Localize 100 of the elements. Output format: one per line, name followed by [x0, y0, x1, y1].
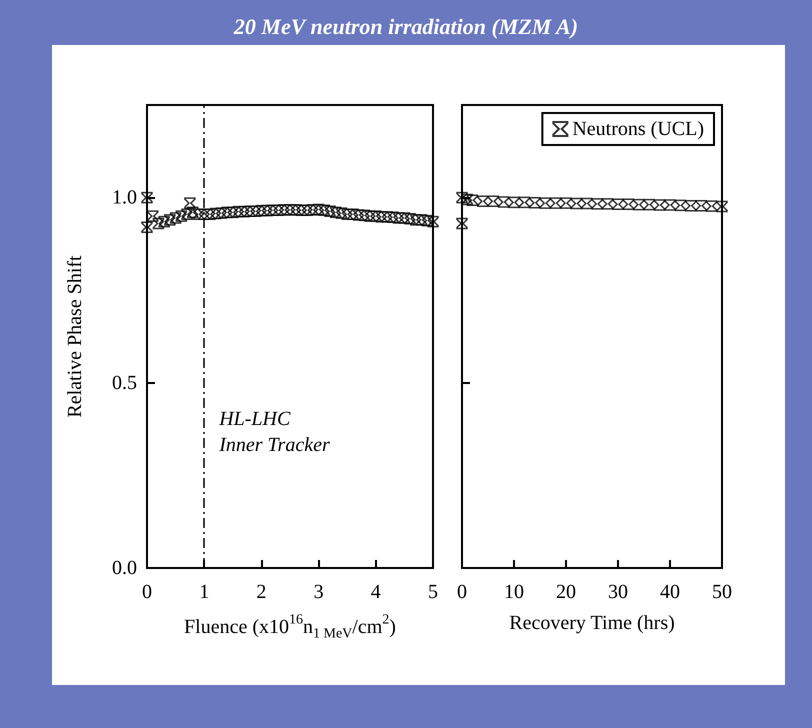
point: [685, 200, 697, 212]
point: [381, 211, 393, 223]
point: [487, 196, 499, 208]
y-tick-label: 1.0: [112, 186, 137, 209]
point: [318, 204, 330, 216]
point: [347, 208, 359, 220]
point: [244, 206, 256, 218]
point: [539, 197, 551, 209]
point: [216, 207, 228, 219]
point: [654, 199, 666, 211]
point: [602, 198, 614, 210]
point: [256, 204, 268, 216]
point: [387, 211, 399, 223]
point: [301, 204, 313, 216]
point: [560, 197, 572, 209]
x-tick-label: 4: [370, 581, 381, 603]
point: [570, 198, 582, 210]
x-tick-label: 20: [556, 581, 576, 603]
point: [164, 214, 176, 226]
point: [643, 198, 655, 210]
point: [518, 196, 530, 208]
point: [158, 216, 170, 228]
point: [324, 206, 336, 218]
point: [410, 214, 422, 226]
point: [622, 198, 634, 210]
point: [612, 198, 624, 210]
point: [529, 197, 541, 209]
point: [456, 218, 468, 230]
point: [227, 206, 239, 218]
ref-line-label: HL-LHC Inner Tracker: [218, 408, 330, 456]
point: [352, 209, 364, 221]
point: [358, 210, 370, 222]
x-tick-label: 3: [314, 581, 324, 603]
legend-label: Neutrons (UCL): [572, 118, 704, 140]
point: [187, 206, 199, 218]
point: [581, 198, 593, 210]
point: [427, 216, 439, 228]
point: [336, 207, 348, 219]
point: [284, 204, 296, 216]
point: [398, 212, 410, 224]
point: [312, 204, 324, 216]
point: [508, 196, 520, 208]
x-tick-label: 0: [457, 581, 467, 603]
point: [591, 198, 603, 210]
x-tick-label: 5: [428, 581, 438, 603]
point: [181, 208, 193, 220]
point: [141, 221, 153, 233]
point: [422, 214, 434, 226]
point: [664, 199, 676, 211]
point: [221, 206, 233, 218]
point: [290, 204, 302, 216]
point: [370, 210, 382, 222]
point: [307, 204, 319, 216]
chart-title: 20 MeV neutron irradiation (MZM A): [232, 14, 580, 40]
point: [192, 208, 204, 220]
point: [364, 210, 376, 222]
point: [674, 200, 686, 212]
point: [184, 197, 196, 209]
y-tick-label: 0.5: [112, 372, 137, 394]
point: [466, 194, 478, 206]
y-tick-label: 0.0: [112, 557, 137, 579]
point: [152, 218, 164, 230]
point: [170, 212, 182, 224]
point: [416, 214, 428, 226]
x-tick-label: 2: [256, 581, 266, 603]
point: [456, 192, 468, 204]
point: [272, 204, 284, 216]
point: [330, 206, 342, 218]
point: [404, 212, 416, 224]
point: [392, 212, 404, 224]
x-tick-label: 10: [504, 581, 524, 603]
x-tick-label: 50: [712, 581, 732, 603]
point: [296, 204, 308, 216]
point: [250, 206, 262, 218]
y-axis-title: Relative Phase Shift: [64, 254, 86, 418]
x-axis-title: Recovery Time (hrs): [509, 612, 675, 634]
point: [706, 200, 718, 212]
x-tick-label: 30: [608, 581, 628, 603]
point: [261, 204, 273, 216]
point: [341, 208, 353, 220]
point: [141, 192, 153, 204]
point: [232, 206, 244, 218]
point: [498, 196, 510, 208]
point: [238, 206, 250, 218]
point: [633, 198, 645, 210]
point: [477, 196, 489, 208]
point: [210, 208, 222, 220]
point: [146, 210, 158, 222]
point: [376, 211, 388, 223]
point: [204, 208, 216, 220]
point: [550, 197, 562, 209]
x-tick-label: 1: [199, 581, 210, 603]
point: [695, 200, 707, 212]
point: [267, 204, 279, 216]
point: [198, 208, 210, 220]
point: [716, 200, 728, 212]
point: [278, 204, 290, 216]
x-tick-label: 0: [142, 581, 152, 603]
point: [176, 210, 188, 222]
x-tick-label: 40: [660, 581, 680, 603]
